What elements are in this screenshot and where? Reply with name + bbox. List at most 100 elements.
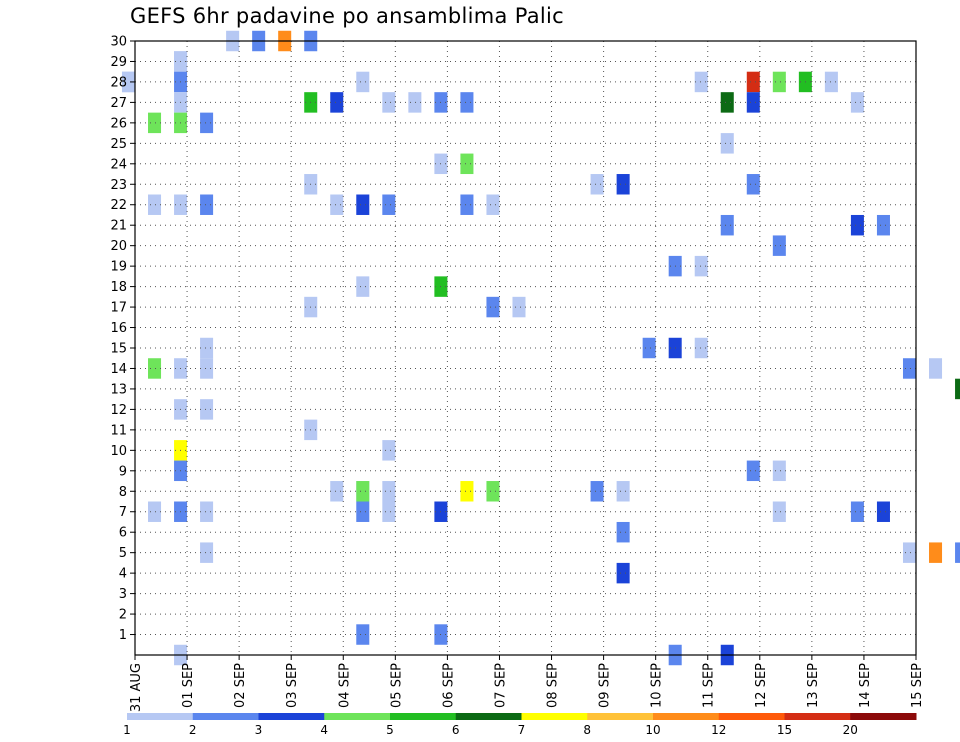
y-tick-label: 7 (119, 505, 127, 520)
heatmap-cell (772, 235, 786, 256)
y-tick-label: 29 (110, 55, 127, 70)
colorbar-swatch (324, 713, 391, 720)
colorbar-label: 2 (189, 723, 197, 737)
y-tick-label: 2 (119, 608, 127, 623)
y-tick-label: 3 (119, 587, 127, 602)
y-tick-label: 22 (110, 198, 127, 213)
colorbar-label: 4 (320, 723, 328, 737)
colorbar-swatch (192, 713, 259, 720)
colorbar-label: 3 (255, 723, 263, 737)
heatmap-cell (746, 460, 760, 482)
heatmap-cell (200, 337, 214, 359)
heatmap-cell (460, 194, 474, 215)
y-tick-label: 11 (110, 423, 127, 438)
x-tick-label: 08 SEP (546, 663, 561, 708)
y-tick-label: 15 (110, 342, 127, 357)
heatmap-cell (356, 481, 370, 502)
colorbar-swatch (521, 713, 588, 720)
y-tick-label: 12 (110, 403, 127, 418)
heatmap-cell (590, 481, 604, 502)
colorbar-label: 5 (386, 723, 394, 737)
y-tick-label: 1 (119, 628, 127, 643)
heatmap-cell (148, 194, 162, 215)
heatmap-cell (356, 276, 370, 297)
colorbar-swatch (653, 713, 720, 720)
heatmap-cell (200, 399, 214, 420)
heatmap-cell (148, 501, 162, 522)
y-tick-label: 5 (119, 546, 127, 561)
colorbar-label: 7 (518, 723, 526, 737)
heatmap-cell (929, 542, 943, 563)
x-tick-label: 01 SEP (181, 663, 196, 708)
colorbar-label: 15 (777, 723, 792, 737)
heatmap-cell (486, 296, 500, 318)
heatmap-cell (486, 194, 500, 215)
heatmap-cell (356, 194, 370, 215)
x-tick-label: 02 SEP (233, 663, 248, 708)
heatmap-cell (746, 174, 760, 195)
colorbar-label: 1 (123, 723, 131, 737)
y-tick-label: 26 (110, 116, 127, 131)
x-tick-label: 04 SEP (337, 663, 352, 708)
x-tick-label: 05 SEP (389, 663, 404, 708)
colorbar-swatch (784, 713, 851, 720)
y-tick-label: 13 (110, 382, 127, 397)
heatmap-cell (850, 92, 864, 113)
y-tick-label: 19 (110, 260, 127, 275)
y-tick-label: 14 (110, 362, 127, 377)
x-tick-label: 12 SEP (754, 663, 769, 708)
heatmap-cell (850, 501, 864, 522)
y-tick-label: 8 (119, 485, 127, 500)
heatmap-cell (382, 440, 396, 461)
heatmap-cell (330, 92, 344, 113)
heatmap-cell (200, 501, 214, 522)
colorbar-swatch (390, 713, 457, 720)
heatmap-cell (616, 174, 630, 195)
y-tick-label: 20 (110, 239, 127, 254)
heatmap-cell (148, 112, 162, 134)
y-tick-label: 28 (110, 75, 127, 90)
colorbar-swatch (258, 713, 325, 720)
heatmap-cell (746, 71, 760, 93)
heatmap-cell (460, 153, 474, 175)
heatmap-cell (460, 92, 474, 113)
heatmap-cell (356, 71, 370, 93)
heatmap-cell (902, 542, 916, 563)
x-tick-label: 31 AUG (129, 663, 144, 712)
heatmap-cell (382, 481, 396, 502)
x-tick-label: 11 SEP (702, 663, 717, 708)
colorbar-label: 8 (583, 723, 591, 737)
y-tick-label: 24 (110, 157, 127, 172)
x-tick-label: 13 SEP (806, 663, 821, 708)
y-tick-label: 6 (119, 526, 127, 541)
heatmap-cell (824, 71, 838, 93)
heatmap-cell (200, 358, 214, 379)
heatmap-cell (200, 194, 214, 215)
heatmap-cell (590, 174, 604, 195)
y-tick-label: 10 (110, 444, 127, 459)
heatmap-cell (772, 460, 786, 482)
colorbar-swatch (587, 713, 654, 720)
heatmap-cell (200, 542, 214, 563)
heatmap-cell (746, 92, 760, 113)
chart-title: GEFS 6hr padavine po ansamblima Palic (130, 4, 565, 28)
heatmap-cell (929, 358, 943, 379)
heatmap-cell (642, 337, 656, 359)
heatmap-cell (382, 501, 396, 522)
y-tick-label: 23 (110, 178, 127, 193)
colorbar-label: 20 (843, 723, 858, 737)
y-tick-label: 17 (110, 301, 127, 316)
heatmap-cell (694, 255, 708, 277)
y-tick-label: 27 (110, 96, 127, 111)
x-tick-label: 03 SEP (285, 663, 300, 708)
y-tick-label: 25 (110, 137, 127, 152)
heatmap-cell (382, 92, 396, 113)
x-tick-label: 10 SEP (650, 663, 665, 708)
y-tick-label: 18 (110, 280, 127, 295)
x-tick-label: 07 SEP (493, 663, 508, 708)
heatmap-cell (616, 481, 630, 502)
colorbar-label: 10 (645, 723, 660, 737)
x-tick-label: 15 SEP (910, 663, 925, 708)
colorbar-swatch (718, 713, 785, 720)
